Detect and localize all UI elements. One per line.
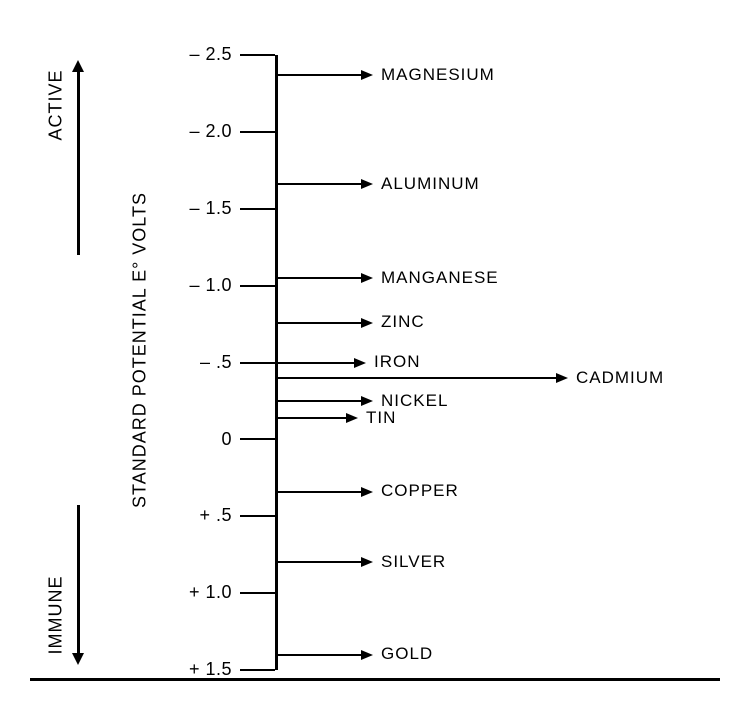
axis-tick <box>240 208 275 210</box>
axis-tick <box>240 592 275 594</box>
element-arrow-line <box>278 322 361 324</box>
element-arrow-line <box>278 377 556 379</box>
element-arrow-head <box>361 70 373 80</box>
element-label: GOLD <box>381 644 433 664</box>
axis-tick-label: – .5 <box>152 352 232 373</box>
axis-tick <box>240 54 275 56</box>
element-arrow-line <box>278 561 361 563</box>
element-arrow-head <box>361 650 373 660</box>
axis-tick-label: – 1.0 <box>152 275 232 296</box>
element-arrow-line <box>278 183 361 185</box>
element-arrow-head <box>361 487 373 497</box>
element-label: IRON <box>374 352 421 372</box>
element-label: TIN <box>366 408 396 428</box>
element-arrow-head <box>346 413 358 423</box>
baseline <box>30 678 720 681</box>
element-label: MAGNESIUM <box>381 65 495 85</box>
immune-arrow-line <box>77 505 80 653</box>
element-label: ALUMINUM <box>381 174 480 194</box>
element-arrow-head <box>354 358 366 368</box>
immune-label: IMMUNE <box>46 576 67 655</box>
axis-tick <box>240 515 275 517</box>
axis-tick-label: + .5 <box>152 505 232 526</box>
active-arrow-line <box>77 72 80 255</box>
element-arrow-head <box>361 396 373 406</box>
immune-arrow-head <box>72 653 84 665</box>
element-arrow-line <box>278 654 361 656</box>
element-arrow-line <box>278 400 361 402</box>
active-label: ACTIVE <box>46 69 67 140</box>
axis-tick <box>240 669 275 671</box>
axis-tick <box>240 438 275 440</box>
axis-tick-label: 0 <box>152 429 232 450</box>
element-arrow-line <box>278 362 354 364</box>
active-arrow-head <box>72 60 84 72</box>
element-arrow-head <box>361 318 373 328</box>
element-arrow-line <box>278 74 361 76</box>
element-arrow-head <box>361 557 373 567</box>
element-label: COPPER <box>381 481 459 501</box>
element-label: MANGANESE <box>381 268 499 288</box>
axis-tick <box>240 362 275 364</box>
axis-title: STANDARD POTENTIAL E° VOLTS <box>130 192 151 508</box>
element-arrow-head <box>556 373 568 383</box>
element-arrow-head <box>361 179 373 189</box>
element-arrow-head <box>361 273 373 283</box>
element-label: CADMIUM <box>576 368 664 388</box>
element-arrow-line <box>278 277 361 279</box>
element-arrow-line <box>278 417 346 419</box>
axis-tick-label: – 1.5 <box>152 198 232 219</box>
axis-tick <box>240 131 275 133</box>
axis-tick-label: – 2.0 <box>152 121 232 142</box>
axis-tick-label: – 2.5 <box>152 44 232 65</box>
axis-tick <box>240 285 275 287</box>
element-label: ZINC <box>381 312 425 332</box>
element-label: SILVER <box>381 552 446 572</box>
element-arrow-line <box>278 491 361 493</box>
potential-scale-diagram: – 2.5– 2.0– 1.5– 1.0– .50+ .5+ 1.0+ 1.5M… <box>0 0 753 720</box>
axis-tick-label: + 1.0 <box>152 582 232 603</box>
